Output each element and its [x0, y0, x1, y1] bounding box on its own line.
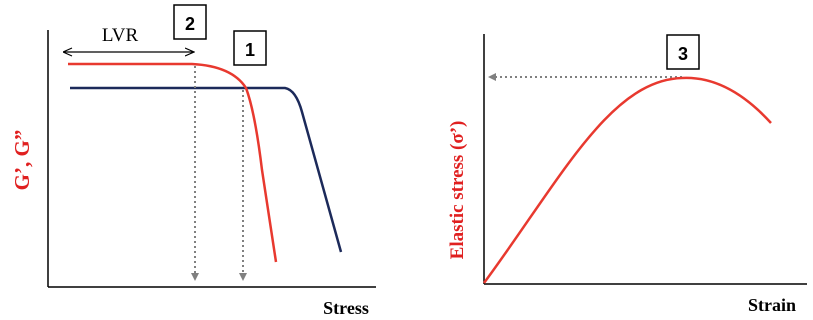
marker-2-label: 2	[185, 14, 195, 34]
elastic-stress-curve	[482, 76, 772, 284]
right-panel: Elastic stress (σ’) Strain 3	[447, 34, 807, 315]
left-xlabel: Stress	[323, 298, 369, 318]
g-double-prime-curve	[70, 86, 343, 253]
marker-box-3	[666, 34, 700, 70]
right-xlabel: Strain	[748, 295, 796, 315]
lvr-label: LVR	[102, 25, 139, 46]
marker-box-1	[233, 30, 267, 66]
left-ylabel: G’, G”	[10, 130, 34, 191]
marker-box-2	[173, 4, 207, 40]
left-panel: G’, G” Stress LVR 2 1	[10, 4, 376, 318]
right-ylabel: Elastic stress (σ’)	[447, 121, 468, 260]
marker-3-label: 3	[678, 44, 688, 64]
g-prime-curve	[68, 62, 278, 263]
marker-1-label: 1	[245, 40, 255, 60]
